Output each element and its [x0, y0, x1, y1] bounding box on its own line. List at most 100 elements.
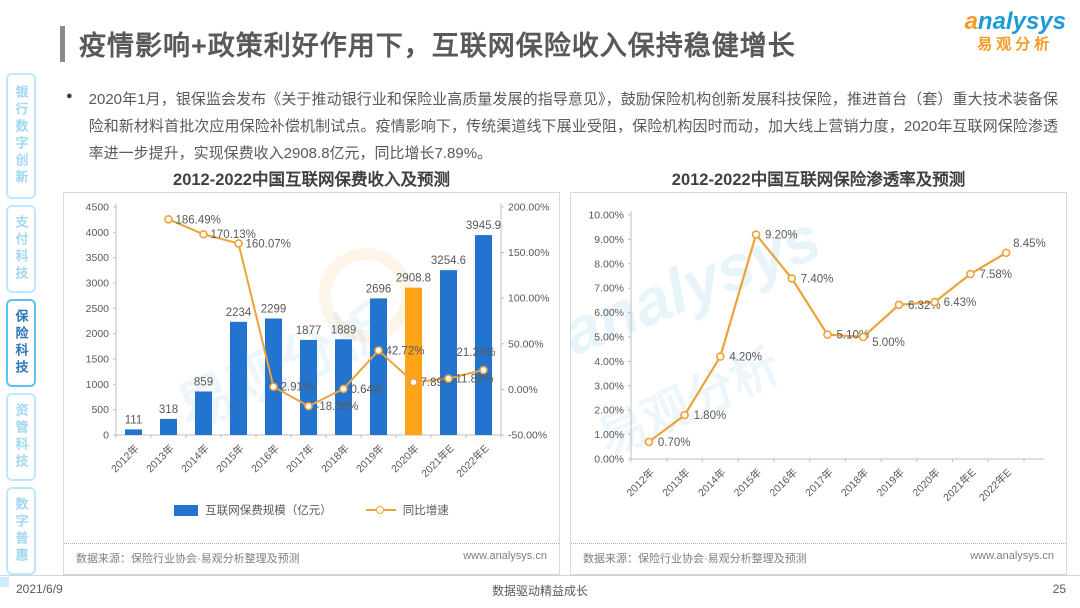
penetration-chart-svg: 0.00% 1.00% 2.00% 3.00% 4.00% 5.00% 6.00% 7.00%… — [588, 210, 1046, 505]
sidebar-item-asset-mgmt-tech[interactable]: 资管科技 — [6, 393, 36, 481]
penetration-chart-source-row: 数据来源：保险行业协会·易观分析整理及预测 www.analysys.cn — [571, 543, 1066, 574]
corner-decoration — [0, 577, 9, 587]
svg-text:0.00%: 0.00% — [594, 454, 624, 466]
svg-text:2012年: 2012年 — [624, 466, 657, 499]
analysys-logo: analysys 易观分析 — [965, 8, 1066, 53]
svg-text:3500: 3500 — [86, 252, 110, 264]
footer-date: 2021/6/9 — [16, 582, 63, 596]
penetration-chart-title: 2012-2022中国互联网保险渗透率及预测 — [671, 171, 966, 189]
premium-chart-source-row: 数据来源：保险行业协会·易观分析整理及预测 www.analysys.cn — [64, 543, 559, 574]
svg-text:1889: 1889 — [331, 324, 357, 336]
svg-text:0.70%: 0.70% — [658, 437, 691, 449]
svg-text:170.13%: 170.13% — [211, 229, 256, 241]
svg-text:4500: 4500 — [86, 202, 110, 214]
svg-text:-50.00%: -50.00% — [508, 430, 547, 442]
svg-text:2020年: 2020年 — [910, 466, 943, 499]
svg-text:42.72%: 42.72% — [386, 345, 425, 357]
svg-text:2.91%: 2.91% — [281, 382, 314, 394]
svg-text:4.00%: 4.00% — [594, 356, 624, 368]
page-title: 疫情影响+政策利好作用下，互联网保险收入保持稳健增长 — [79, 31, 796, 61]
svg-text:-18.36%: -18.36% — [316, 401, 359, 413]
analysys-logo-en: analysys — [964, 8, 1066, 35]
svg-text:2022年E: 2022年E — [976, 466, 1014, 504]
svg-text:5.00%: 5.00% — [872, 337, 905, 349]
svg-text:3945.9: 3945.9 — [466, 220, 501, 232]
premium-chart-legend: 互联网保费规模（亿元） 同比增速 — [64, 498, 559, 522]
sidebar-item-banking-digital[interactable]: 银行数字创新 — [6, 73, 36, 199]
svg-text:4000: 4000 — [86, 227, 110, 239]
svg-text:3.00%: 3.00% — [594, 380, 624, 392]
svg-text:2016年: 2016年 — [248, 442, 281, 475]
svg-text:2019年: 2019年 — [353, 442, 386, 475]
svg-text:1500: 1500 — [86, 354, 110, 366]
sidebar-item-payment-tech[interactable]: 支付科技 — [6, 205, 36, 293]
svg-text:8.00%: 8.00% — [594, 258, 624, 270]
svg-text:2299: 2299 — [261, 304, 287, 316]
svg-text:1.00%: 1.00% — [594, 429, 624, 441]
source-url: www.analysys.cn — [970, 550, 1054, 562]
svg-text:5.00%: 5.00% — [594, 332, 624, 344]
legend-label-premium: 互联网保费规模（亿元） — [205, 505, 332, 517]
premium-chart: 0 500 1000 1500 2000 2500 3000 3500 4000 4500 -50.… — [64, 193, 559, 498]
svg-text:50.00%: 50.00% — [508, 338, 544, 350]
key-point: ● 2020年1月，银保监会发布《关于推动银行业和保险业高质量发展的指导意见》，… — [66, 86, 1058, 167]
svg-text:7.00%: 7.00% — [594, 283, 624, 295]
svg-text:2.00%: 2.00% — [594, 405, 624, 417]
footer-slogan: 数据驱动精益成长 — [491, 584, 588, 598]
title-accent-bar — [60, 25, 65, 62]
svg-text:2017年: 2017年 — [802, 466, 835, 499]
svg-text:2022年E: 2022年E — [454, 442, 492, 480]
penetration-chart-panel: analysys 易观分析 0.00% 1.00% 2.00% 3.00% 4.00% 5… — [552, 192, 1067, 575]
svg-text:2696: 2696 — [366, 283, 392, 295]
sidebar-item-digital-inclusion[interactable]: 数字普惠 — [6, 487, 36, 575]
source-text: 数据来源：保险行业协会·易观分析整理及预测 — [583, 553, 807, 565]
svg-text:3000: 3000 — [86, 278, 110, 290]
svg-text:2016年: 2016年 — [767, 466, 800, 499]
analysys-logo-cn: 易观分析 — [977, 35, 1054, 53]
svg-text:2234: 2234 — [226, 307, 252, 319]
svg-text:2018年: 2018年 — [838, 466, 871, 499]
premium-chart-panel: 易观分析 0 500 1000 1500 2000 2500 3000 3500 4000 450… — [63, 192, 560, 575]
bullet-icon: ● — [66, 90, 73, 102]
svg-text:2021年E: 2021年E — [940, 466, 978, 504]
svg-text:6.43%: 6.43% — [944, 297, 977, 309]
svg-text:2000: 2000 — [86, 328, 110, 340]
source-text: 数据来源：保险行业协会·易观分析整理及预测 — [76, 553, 300, 565]
svg-text:10.00%: 10.00% — [588, 210, 624, 222]
svg-text:200.00%: 200.00% — [508, 202, 549, 214]
svg-text:100.00%: 100.00% — [508, 293, 549, 305]
svg-text:6.00%: 6.00% — [594, 307, 624, 319]
svg-text:2017年: 2017年 — [283, 442, 316, 475]
line-series-swatch-icon — [365, 506, 396, 514]
svg-text:0.64%: 0.64% — [351, 384, 384, 396]
svg-text:2018年: 2018年 — [318, 442, 351, 475]
svg-text:2014年: 2014年 — [695, 466, 728, 499]
svg-text:1877: 1877 — [296, 325, 322, 337]
legend-item-premium: 互联网保费规模（亿元） — [174, 502, 332, 518]
penetration-chart: 0.00% 1.00% 2.00% 3.00% 4.00% 5.00% 6.00% 7.00%… — [571, 193, 1066, 528]
svg-text:2013年: 2013年 — [660, 466, 693, 499]
source-url: www.analysys.cn — [463, 550, 547, 562]
svg-text:0: 0 — [103, 430, 109, 442]
svg-text:0.00%: 0.00% — [508, 384, 538, 396]
svg-text:500: 500 — [91, 404, 109, 416]
svg-text:1000: 1000 — [86, 379, 110, 391]
svg-text:2015年: 2015年 — [731, 466, 764, 499]
sidebar-item-insurance-tech[interactable]: 保险科技 — [6, 299, 36, 387]
svg-text:2908.8: 2908.8 — [396, 273, 431, 285]
svg-text:2012年: 2012年 — [108, 442, 141, 475]
svg-text:1.80%: 1.80% — [694, 410, 727, 422]
svg-text:859: 859 — [194, 376, 213, 388]
svg-text:7.40%: 7.40% — [801, 273, 834, 285]
premium-chart-svg: 0 500 1000 1500 2000 2500 3000 3500 4000 4500 -50.… — [86, 202, 550, 481]
legend-label-growth: 同比增速 — [402, 505, 449, 517]
svg-text:8.45%: 8.45% — [1013, 238, 1046, 250]
svg-text:2021年E: 2021年E — [419, 442, 457, 480]
svg-text:150.00%: 150.00% — [508, 247, 549, 259]
svg-text:9.00%: 9.00% — [594, 234, 624, 246]
header: 疫情影响+政策利好作用下，互联网保险收入保持稳健增长 — [60, 24, 796, 63]
svg-text:3254.6: 3254.6 — [431, 255, 466, 267]
svg-text:318: 318 — [159, 404, 178, 416]
svg-text:186.49%: 186.49% — [176, 214, 221, 226]
